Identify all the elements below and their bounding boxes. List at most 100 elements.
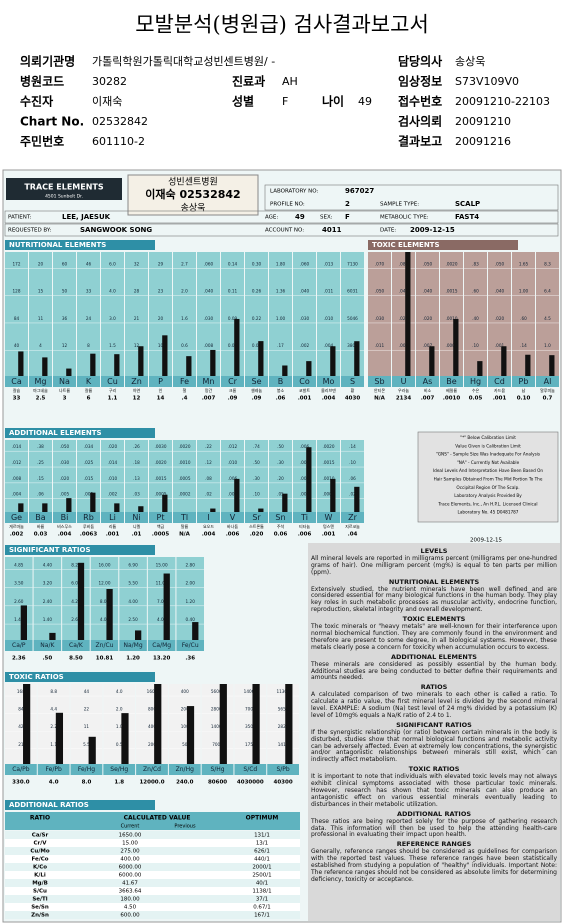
- element-value: 33: [13, 396, 21, 402]
- element-korean: 탈륨: [181, 523, 189, 529]
- scale-label: 60: [62, 261, 68, 266]
- level-bar: [135, 630, 142, 640]
- scale-label: 1.5: [109, 343, 116, 348]
- table-header-cell: OPTIMUM: [246, 815, 279, 822]
- scale-label: .0020: [155, 460, 167, 465]
- scale-label: .12: [205, 460, 212, 465]
- column-bg: [149, 440, 172, 512]
- scale-label: 6.0: [109, 261, 116, 266]
- column-bg: [125, 252, 148, 376]
- column-bg: [168, 684, 201, 764]
- field-value: F: [345, 213, 350, 221]
- scale-label: .020: [399, 316, 409, 321]
- column-bg: [5, 252, 28, 376]
- element-value: .01: [132, 532, 142, 538]
- level-bar: [306, 361, 312, 376]
- scale-label: .012: [228, 444, 238, 449]
- element-value: N/A: [374, 396, 386, 402]
- scale-label: 4.5: [544, 316, 551, 321]
- scale-label: .40: [472, 316, 479, 321]
- scale-label: .008: [12, 476, 22, 481]
- symbol-cell: [201, 764, 234, 775]
- field-label: AGE:: [265, 215, 278, 221]
- scale-label: .0020: [446, 261, 458, 266]
- scale-label: .050: [60, 444, 70, 449]
- table-cell: S/Cu: [33, 889, 47, 895]
- scale-label: .014: [108, 460, 118, 465]
- element-korean: 칼륨: [85, 387, 93, 393]
- element-symbol: Li: [109, 513, 116, 522]
- scale-label: .10: [349, 460, 356, 465]
- field-label: DATE:: [380, 228, 396, 234]
- element-symbol: Rb: [83, 513, 94, 522]
- scale-label: 24: [86, 316, 92, 321]
- element-korean: 붕소: [277, 387, 285, 393]
- element-korean: 칼슘: [13, 387, 21, 393]
- table-cell: 167/1: [254, 913, 270, 919]
- symbol-cell: [149, 376, 172, 387]
- element-korean: 바륨: [37, 523, 45, 529]
- info-value: 601110-2: [92, 135, 145, 148]
- scale-label: .080: [399, 261, 409, 266]
- symbol-cell: [245, 512, 268, 523]
- level-bar: [210, 349, 216, 376]
- table-cell: 3663.64: [119, 889, 142, 895]
- scale-label: 4.0: [109, 289, 116, 294]
- scale-label: .010: [324, 316, 334, 321]
- element-korean: 아연: [133, 387, 141, 393]
- info-label: 나이: [322, 94, 344, 109]
- level-bar: [234, 478, 240, 512]
- field-label: METABOLIC TYPE:: [380, 215, 429, 221]
- table-subheader-cell: Previous: [174, 824, 196, 830]
- level-bar: [18, 503, 24, 512]
- scale-label: 0.03: [228, 343, 238, 348]
- field-label: ACCOUNT NO:: [265, 228, 304, 234]
- section-title-bar: [5, 240, 155, 250]
- level-bar: [549, 355, 555, 376]
- element-value: .006: [226, 532, 240, 538]
- scale-label: 10: [158, 343, 164, 348]
- scale-label: .020: [60, 476, 70, 481]
- column-bg: [136, 684, 168, 764]
- element-korean: 황: [351, 387, 355, 393]
- level-bar: [234, 318, 240, 376]
- element-value: .002: [10, 532, 24, 538]
- scale-label: 1600: [147, 689, 158, 694]
- note-text: Extensively studied, the nutrient minera…: [311, 585, 557, 614]
- element-value: .0005: [152, 532, 170, 538]
- section-title: ADDITIONAL RATIOS: [9, 801, 89, 809]
- symbol-cell: [176, 640, 204, 651]
- scale-label: .0002: [179, 492, 191, 497]
- element-symbol: K: [86, 377, 92, 386]
- table-row: [5, 831, 300, 839]
- scale-label: 5046: [347, 316, 358, 321]
- column-bg: [317, 252, 340, 376]
- stamp-text: 성빈센트병원: [168, 177, 218, 188]
- scale-label: .05: [277, 492, 284, 497]
- scale-label: .0020: [179, 444, 191, 449]
- scale-label: .13: [133, 476, 140, 481]
- scale-label: 2.00: [186, 581, 196, 586]
- table-cell: 4.50: [124, 905, 137, 911]
- element-symbol: S/Pb: [276, 766, 289, 773]
- symbol-cell: [125, 512, 148, 523]
- element-value: .001: [106, 532, 120, 538]
- scale-label: .050: [423, 261, 433, 266]
- scale-label: 1.00: [519, 289, 529, 294]
- level-bar: [121, 713, 129, 764]
- logo-text: TRACE ELEMENTS: [24, 183, 104, 192]
- element-symbol: Ca: [11, 377, 22, 386]
- element-symbol: V: [230, 513, 236, 522]
- level-bar: [162, 494, 168, 512]
- scale-label: 84: [18, 707, 24, 712]
- scale-label: 1750: [245, 742, 256, 747]
- scale-label: 2.60: [71, 617, 81, 622]
- legend-text: Ideal Levels And Interpretation Have Bee…: [433, 468, 543, 473]
- scale-label: .010: [108, 476, 118, 481]
- element-value: 1.8: [114, 780, 124, 786]
- element-value: .09: [252, 396, 262, 402]
- scale-label: 84: [14, 316, 20, 321]
- column-bg: [245, 440, 268, 512]
- scale-label: 0.09: [228, 316, 238, 321]
- scale-label: .050: [495, 261, 505, 266]
